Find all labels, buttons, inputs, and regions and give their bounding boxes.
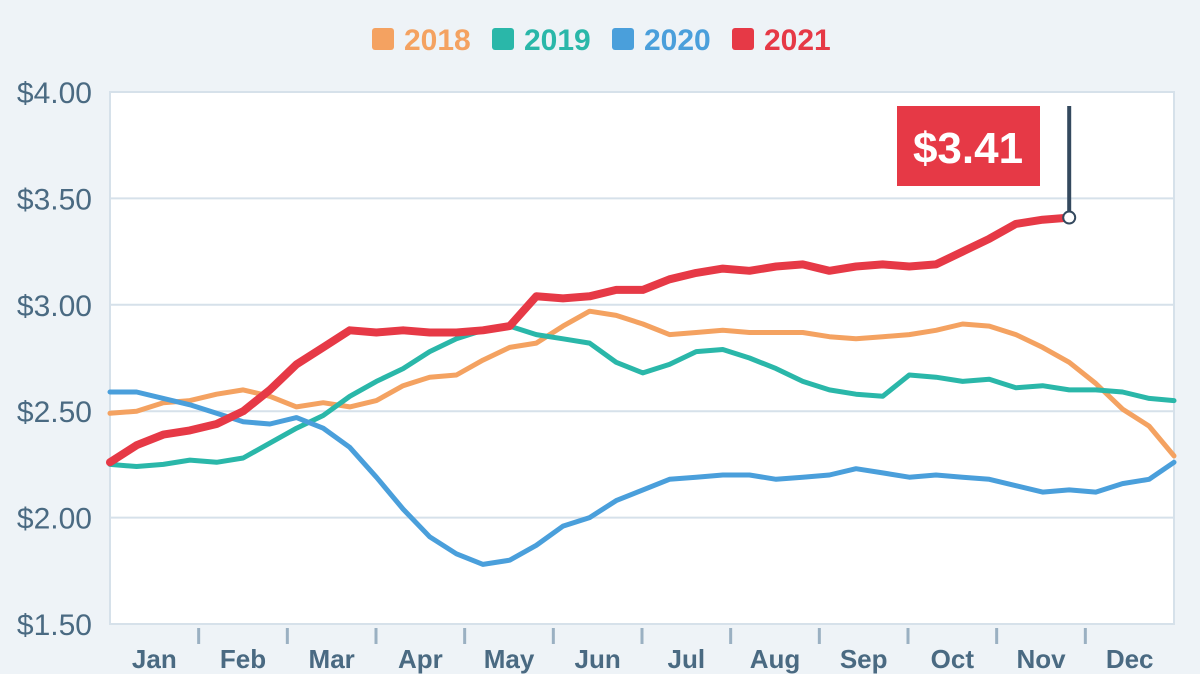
y-tick-label: $4.00 (17, 77, 92, 110)
y-tick-label: $2.50 (17, 396, 92, 429)
x-tick-label: Nov (1016, 644, 1066, 674)
y-tick-label: $1.50 (17, 609, 92, 642)
x-tick-label: Sep (840, 644, 888, 674)
x-tick-label: Aug (750, 644, 801, 674)
legend-label-2019: 2019 (524, 24, 591, 57)
callout-flag (897, 106, 1040, 186)
x-tick-label: Apr (398, 644, 443, 674)
callout: $3.41 (897, 106, 1077, 225)
x-tick-label: Jun (575, 644, 621, 674)
x-tick-label: Jan (132, 644, 177, 674)
legend-label-2021: 2021 (764, 24, 831, 57)
x-tick-label: Mar (309, 644, 355, 674)
series-line-2021 (106, 213, 1074, 467)
callout-marker (1062, 210, 1077, 225)
legend-label-2020: 2020 (644, 24, 711, 57)
y-tick-label: $3.00 (17, 290, 92, 323)
x-tick-label: Oct (931, 644, 975, 674)
legend-swatch-2019 (492, 28, 514, 50)
legend-swatch-2020 (612, 28, 634, 50)
gridlines (110, 197, 1174, 519)
legend: 2018 2019 2020 2021 (372, 24, 831, 57)
y-axis-ticks: $4.00 $3.50 $3.00 $2.50 $2.00 $1.50 (17, 77, 92, 642)
series-line-2018 (107, 308, 1177, 459)
x-tick-label: Dec (1106, 644, 1154, 674)
x-tick-label: Feb (220, 644, 266, 674)
x-tick-label: Jul (668, 644, 706, 674)
y-tick-label: $3.50 (17, 183, 92, 216)
x-tick-label: May (484, 644, 535, 674)
series-line-2020 (107, 389, 1177, 567)
legend-label-2018: 2018 (404, 24, 471, 57)
legend-swatch-2021 (732, 28, 754, 50)
y-tick-label: $2.00 (17, 503, 92, 536)
legend-swatch-2018 (372, 28, 394, 50)
callout-value: $3.41 (913, 124, 1023, 173)
series-line-2019 (107, 323, 1177, 469)
series-lines (106, 213, 1177, 567)
x-axis-ticks: Jan Feb Mar Apr May Jun Jul Aug Sep Oct Nov Dec (132, 628, 1154, 674)
